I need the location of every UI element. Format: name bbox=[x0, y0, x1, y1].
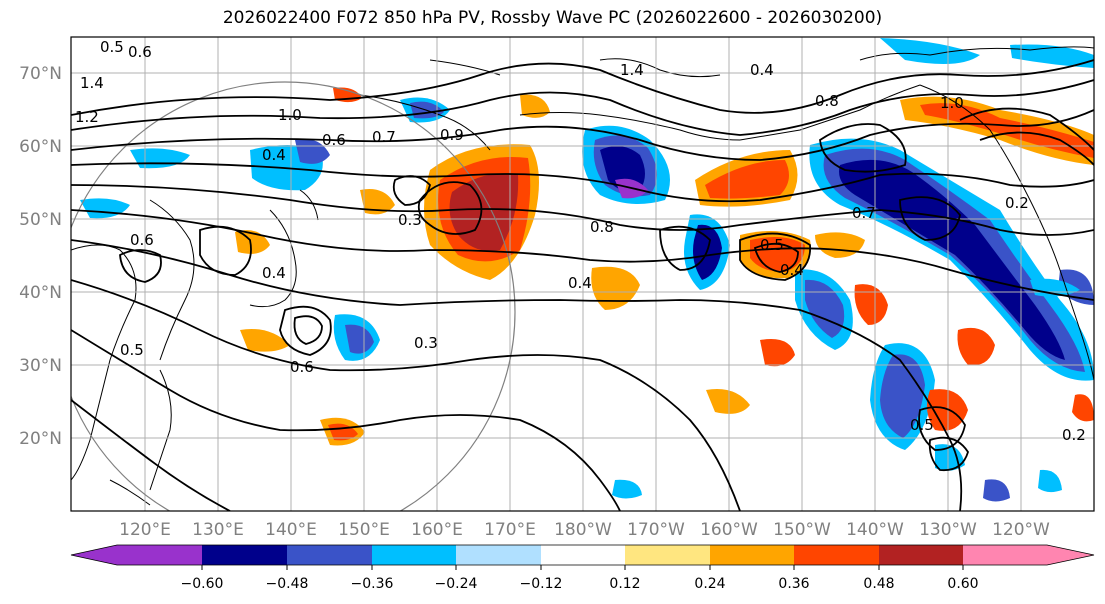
colorbar-tick-label: −0.12 bbox=[520, 576, 563, 592]
contour-label: 0.3 bbox=[414, 334, 438, 352]
latitude-labels: 70°N 60°N 50°N 40°N 30°N 20°N bbox=[19, 64, 62, 449]
lon-tick-label: 120°W bbox=[992, 520, 1050, 540]
contour-label: 0.6 bbox=[322, 131, 346, 149]
colorbar-bin bbox=[372, 545, 456, 565]
lon-tick-label: 150°W bbox=[773, 520, 831, 540]
colorbar-tick-label: −0.24 bbox=[435, 576, 478, 592]
contour-label: 0.6 bbox=[128, 43, 152, 61]
lon-tick-label: 160°W bbox=[700, 520, 758, 540]
contour-labels: 0.5 0.6 1.4 1.2 1.0 0.4 0.6 0.7 0.9 0.3 … bbox=[75, 38, 1086, 444]
contour-label: 1.0 bbox=[940, 94, 964, 112]
contour-label: 1.2 bbox=[75, 108, 99, 126]
lat-tick-label: 20°N bbox=[19, 429, 62, 449]
colorbar-bin bbox=[287, 545, 372, 565]
range-circle bbox=[71, 81, 516, 511]
lon-tick-label: 180°W bbox=[554, 520, 612, 540]
map-title: 2026022400 F072 850 hPa PV, Rossby Wave … bbox=[222, 8, 883, 28]
contour-label: 1.4 bbox=[620, 61, 644, 79]
lon-tick-label: 130°W bbox=[919, 520, 977, 540]
colorbar-high-extend bbox=[1047, 545, 1094, 565]
colorbar-tick-label: −0.36 bbox=[351, 576, 394, 592]
contour-label: 0.7 bbox=[852, 204, 876, 222]
lat-tick-label: 70°N bbox=[19, 64, 62, 84]
lon-tick-label: 170°W bbox=[627, 520, 685, 540]
lat-tick-label: 30°N bbox=[19, 356, 62, 376]
contour-label: 1.0 bbox=[278, 106, 302, 124]
lon-tick-label: 150°E bbox=[338, 520, 390, 540]
lon-tick-label: 140°W bbox=[846, 520, 904, 540]
colorbar-bin bbox=[710, 545, 794, 565]
colorbar-tick-label: 0.36 bbox=[778, 576, 809, 592]
contour-label: 0.8 bbox=[590, 218, 614, 236]
contour-label: 0.2 bbox=[1062, 426, 1086, 444]
contour-label: 0.9 bbox=[440, 126, 464, 144]
lon-tick-label: 140°E bbox=[265, 520, 317, 540]
lat-tick-label: 50°N bbox=[19, 210, 62, 230]
contour-label: 0.5 bbox=[120, 341, 144, 359]
colorbar-tick-label: 0.60 bbox=[947, 576, 978, 592]
colorbar-bin bbox=[541, 545, 625, 565]
contour-label: 0.4 bbox=[262, 146, 286, 164]
lon-tick-label: 130°E bbox=[192, 520, 244, 540]
contour-label: 0.2 bbox=[1005, 194, 1029, 212]
contour-label: 0.4 bbox=[568, 274, 592, 292]
colorbar-bin bbox=[456, 545, 541, 565]
lon-tick-label: 160°E bbox=[411, 520, 463, 540]
contour-label: 0.3 bbox=[398, 211, 422, 229]
contour-label: 0.7 bbox=[372, 128, 396, 146]
contour-label: 0.4 bbox=[262, 264, 286, 282]
contour-label: 0.6 bbox=[290, 358, 314, 376]
longitude-labels: 120°E 130°E 140°E 150°E 160°E 170°E 180°… bbox=[119, 520, 1050, 540]
colorbar-tick-label: −0.48 bbox=[266, 576, 309, 592]
colorbar-outline bbox=[70, 544, 1095, 566]
colorbar-bin bbox=[117, 545, 202, 565]
colorbar-tick-label: 0.24 bbox=[694, 576, 725, 592]
colorbar-bin bbox=[794, 545, 879, 565]
map-frame bbox=[70, 36, 1095, 512]
lon-tick-label: 170°E bbox=[484, 520, 536, 540]
contour-label: 0.5 bbox=[910, 416, 934, 434]
colorbar: −0.60 −0.48 −0.36 −0.24 −0.12 0.12 0.24 … bbox=[70, 544, 1095, 592]
lat-tick-label: 40°N bbox=[19, 283, 62, 303]
contour-label: 0.4 bbox=[750, 61, 774, 79]
colorbar-tick-label: 0.12 bbox=[609, 576, 640, 592]
contour-label: 0.8 bbox=[815, 92, 839, 110]
pv-contours bbox=[71, 59, 1094, 511]
colorbar-tick-label: 0.48 bbox=[863, 576, 894, 592]
contour-label: 0.6 bbox=[130, 231, 154, 249]
colorbar-bin bbox=[963, 545, 1047, 565]
colorbar-bin bbox=[202, 545, 287, 565]
contour-label: 0.4 bbox=[780, 261, 804, 279]
contour-label: 1.4 bbox=[80, 74, 104, 92]
colorbar-low-extend bbox=[71, 545, 117, 565]
contour-label: 0.5 bbox=[100, 38, 124, 56]
contour-label: 0.5 bbox=[760, 236, 784, 254]
colorbar-tick-label: −0.60 bbox=[181, 576, 224, 592]
colorbar-bin bbox=[625, 545, 710, 565]
colorbar-bin bbox=[879, 545, 963, 565]
lat-tick-label: 60°N bbox=[19, 137, 62, 157]
lon-tick-label: 120°E bbox=[119, 520, 171, 540]
